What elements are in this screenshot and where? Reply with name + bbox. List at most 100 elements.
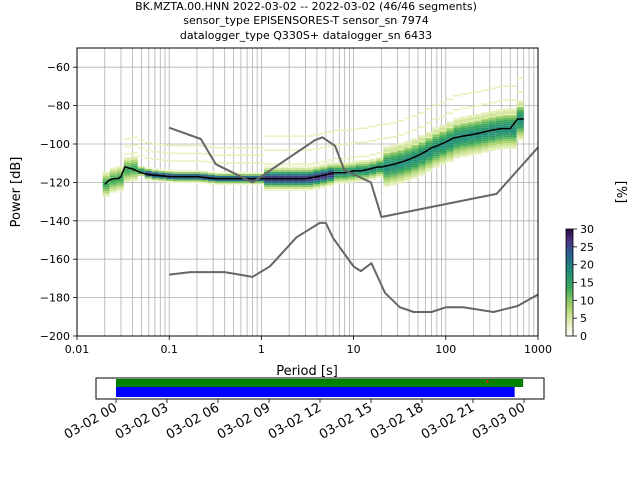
heatmap-cell xyxy=(327,171,335,174)
heatmap-cell xyxy=(264,149,272,151)
heatmap-cell xyxy=(186,171,194,174)
heatmap-cell xyxy=(397,166,405,169)
heatmap-cell xyxy=(130,152,138,154)
grid xyxy=(77,48,538,336)
heatmap-cell xyxy=(123,172,131,175)
heatmap-cell xyxy=(481,125,489,128)
heatmap-cell xyxy=(285,185,293,188)
heatmap-cell xyxy=(404,142,412,145)
heatmap-cell xyxy=(376,138,384,140)
colorbar-tick-label: 25 xyxy=(580,241,594,254)
heatmap-cell xyxy=(383,152,391,155)
heatmap-cell xyxy=(425,150,433,153)
heatmap-cell xyxy=(207,173,215,176)
heatmap-cell xyxy=(271,179,279,182)
heatmap-cell xyxy=(460,149,468,152)
heatmap-cell xyxy=(243,146,251,149)
heatmap-cell xyxy=(137,174,145,177)
heatmap-cell xyxy=(109,179,117,182)
heatmap-cell xyxy=(327,175,335,178)
heatmap-cell xyxy=(516,76,524,79)
heatmap-cell xyxy=(250,183,258,186)
heatmap-cell xyxy=(327,159,335,161)
heatmap-cell xyxy=(320,146,328,149)
heatmap-cell xyxy=(278,173,286,176)
heatmap-cell xyxy=(264,189,272,192)
heatmap-cell xyxy=(369,175,377,178)
heatmap-cell xyxy=(397,177,405,180)
timeline-bars xyxy=(116,379,524,397)
heatmap-cell xyxy=(299,163,307,166)
heatmap-cell xyxy=(313,148,321,150)
heatmap-cell xyxy=(144,178,152,181)
heatmap-cell xyxy=(467,138,475,141)
heatmap-cell xyxy=(474,131,482,134)
heatmap-cell xyxy=(397,148,405,151)
heatmap-cell xyxy=(327,165,335,168)
heatmap-cell xyxy=(376,152,384,154)
heatmap-cell xyxy=(193,152,201,155)
heatmap-cell xyxy=(474,138,482,141)
heatmap-cell xyxy=(439,124,447,127)
heatmap-cell xyxy=(418,154,426,157)
heatmap-cell xyxy=(446,125,454,128)
heatmap-cell xyxy=(439,151,447,154)
heatmap-cell xyxy=(306,163,314,165)
heatmap-cell xyxy=(516,119,524,122)
heatmap-cell xyxy=(425,131,433,134)
heatmap-cell xyxy=(390,179,398,182)
heatmap-cell xyxy=(348,128,356,131)
heatmap-cell xyxy=(411,149,419,152)
heatmap-cell xyxy=(278,175,286,178)
heatmap-cell xyxy=(474,146,482,149)
heatmap-cell xyxy=(425,135,433,138)
heatmap-cell xyxy=(313,187,321,190)
colorbar-tick-label: 0 xyxy=(580,330,587,343)
heatmap-cell xyxy=(390,146,398,149)
heatmap-cell xyxy=(221,154,230,157)
heatmap-cell xyxy=(383,146,391,149)
heatmap-cell xyxy=(292,181,300,184)
heatmap-cell xyxy=(221,146,230,149)
heatmap-cell xyxy=(495,117,503,120)
heatmap-cell xyxy=(446,98,454,100)
heatmap-cell xyxy=(474,119,482,122)
y-tick-label: −160 xyxy=(40,253,70,266)
timeline-marker xyxy=(486,380,489,383)
heatmap-cell xyxy=(109,190,117,193)
heatmap-cell xyxy=(418,140,426,142)
heatmap-cell xyxy=(320,182,328,185)
heatmap-cell xyxy=(397,171,405,174)
heatmap-cell xyxy=(460,121,468,124)
heatmap-cell xyxy=(383,165,391,168)
heatmap-cell xyxy=(257,183,265,186)
heatmap-cell xyxy=(348,178,356,181)
heatmap-cell xyxy=(369,170,377,172)
heatmap-cell xyxy=(418,146,426,149)
heatmap-cell xyxy=(516,109,524,112)
heatmap-cell xyxy=(425,144,433,147)
heatmap-cell xyxy=(221,175,230,178)
heatmap-cell xyxy=(453,141,461,143)
heatmap-cell xyxy=(264,135,272,137)
heatmap-cell xyxy=(158,168,166,171)
heatmap-cell xyxy=(250,162,258,164)
heatmap-cell xyxy=(292,183,300,186)
heatmap-cell xyxy=(214,183,222,186)
heatmap-cell xyxy=(369,171,377,174)
heatmap-cell xyxy=(390,166,398,168)
heatmap-cell xyxy=(383,167,391,170)
heatmap-cell xyxy=(516,111,524,114)
heatmap-cell xyxy=(425,164,433,166)
heatmap-cell xyxy=(397,158,405,161)
heatmap-cell xyxy=(278,135,286,137)
heatmap-cell xyxy=(495,113,503,116)
heatmap-cell xyxy=(172,177,180,180)
heatmap-cell xyxy=(383,181,391,183)
heatmap-cell xyxy=(207,178,215,181)
heatmap-cell xyxy=(306,183,314,186)
heatmap-cell xyxy=(207,175,215,177)
heatmap-cell xyxy=(439,159,447,162)
